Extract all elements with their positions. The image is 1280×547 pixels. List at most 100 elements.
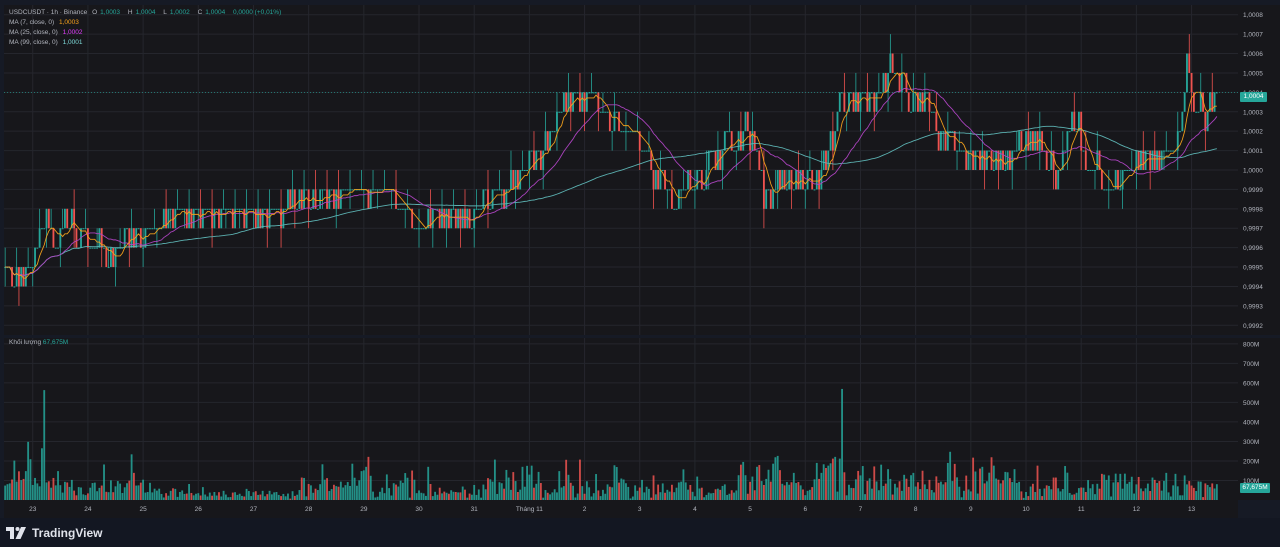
- price-pane[interactable]: [4, 5, 1248, 335]
- price-axis[interactable]: 1,0008 1,0007 1,0006 1,0005 1,0004 1,0003 1,00…: [1238, 5, 1280, 335]
- volume-bar: [287, 493, 289, 500]
- volume-bar: [700, 487, 703, 500]
- volume-bar: [183, 493, 186, 500]
- volume-bar: [799, 485, 802, 500]
- candle-body: [539, 150, 542, 170]
- volume-bar: [806, 490, 809, 500]
- candle-body: [1066, 131, 1069, 151]
- volume-bar: [585, 481, 588, 500]
- volume-bar: [408, 497, 411, 500]
- volume-bar: [820, 472, 823, 500]
- volume-bar: [87, 493, 89, 500]
- volume-bar: [841, 388, 843, 500]
- volume-bar: [896, 487, 899, 500]
- volume-bar: [270, 494, 273, 500]
- volume-bar: [1112, 482, 1115, 500]
- volume-bar: [475, 494, 478, 500]
- volume-bar: [245, 488, 248, 500]
- volume-bar: [218, 492, 220, 500]
- candle-body: [57, 247, 59, 249]
- volume-bar: [310, 485, 312, 500]
- volume-bar: [831, 458, 834, 500]
- volume-pane[interactable]: [4, 338, 1248, 500]
- candle-body: [321, 189, 324, 191]
- candle-body: [1151, 150, 1154, 170]
- candle-body: [774, 189, 777, 191]
- volume-bar: [411, 470, 414, 500]
- candle-body: [510, 170, 512, 190]
- volume-bar: [866, 480, 869, 500]
- candle-body: [643, 150, 646, 152]
- volume-axis[interactable]: 800M 700M 600M 500M 400M 300M 200M 100M: [1238, 338, 1280, 500]
- candle-body: [241, 208, 243, 210]
- candle-body: [772, 189, 775, 209]
- candle-body: [579, 92, 581, 112]
- candle-body: [264, 208, 266, 210]
- volume-bar: [689, 484, 692, 500]
- ohlc-low: L 1,0002: [163, 9, 193, 16]
- volume-tick-label: 800M: [1243, 341, 1259, 348]
- candle-body: [188, 208, 191, 229]
- candle-body: [565, 92, 568, 112]
- candle-body: [11, 267, 13, 287]
- candle-body: [185, 208, 188, 229]
- tradingview-logo[interactable]: TradingView: [6, 526, 102, 540]
- price-tick-label: 0,9994: [1243, 284, 1263, 291]
- candle-body: [351, 189, 354, 191]
- candle-body: [602, 111, 604, 113]
- volume-bar: [898, 481, 901, 500]
- candle-body: [827, 150, 830, 170]
- volume-bar: [666, 489, 669, 500]
- candle-body: [694, 189, 696, 191]
- volume-bar: [211, 495, 214, 500]
- volume-bar: [316, 490, 319, 500]
- volume-bar: [710, 493, 712, 500]
- volume-bar: [376, 496, 379, 500]
- candle-body: [848, 92, 850, 112]
- volume-bar: [946, 462, 949, 500]
- candle-body: [926, 92, 929, 94]
- volume-bar: [18, 471, 20, 500]
- volume-legend[interactable]: Khối lượng 67,675M: [9, 339, 68, 346]
- volume-bar: [496, 493, 499, 500]
- candle-body: [1133, 170, 1135, 171]
- volume-bar: [1061, 489, 1064, 500]
- volume-bar: [629, 498, 632, 500]
- volume-bar: [1123, 473, 1126, 500]
- candle-body: [22, 267, 25, 287]
- volume-bar: [992, 465, 995, 500]
- candle-body: [436, 208, 439, 210]
- volume-bar: [24, 471, 27, 500]
- symbol-title[interactable]: USDCUSDT · 1h · Binance: [9, 9, 88, 16]
- candle-body: [1064, 150, 1067, 152]
- candle-body: [261, 208, 264, 229]
- volume-plot[interactable]: [4, 338, 1248, 500]
- volume-bar: [399, 480, 402, 500]
- volume-bar: [845, 495, 848, 500]
- volume-bar: [66, 482, 69, 500]
- candle-body: [6, 267, 9, 269]
- candle-body: [360, 189, 363, 191]
- volume-bar: [981, 466, 984, 500]
- volume-bar: [1043, 488, 1046, 500]
- indicator-ma99[interactable]: MA (99, close, 0) 1,0001: [9, 38, 284, 48]
- low-value: 1,0002: [169, 9, 190, 16]
- candle-body: [714, 150, 717, 170]
- volume-bar: [712, 492, 715, 500]
- candle-body: [542, 150, 545, 170]
- time-axis[interactable]: 23 24 25 26 27 28 29 30 31 Tháng 11 2 3 4 5 6 7 8 9 10 11 12…: [4, 500, 1251, 518]
- price-plot[interactable]: [4, 5, 1248, 335]
- volume-bar: [1153, 479, 1156, 500]
- volume-bar: [351, 463, 354, 500]
- volume-bar: [165, 493, 168, 500]
- candle-body: [96, 247, 99, 249]
- candle-body: [31, 267, 34, 269]
- volume-bar: [1137, 476, 1140, 500]
- volume-bar: [792, 472, 795, 500]
- candle-body: [735, 150, 738, 152]
- indicator-ma7[interactable]: MA (7, close, 0) 1,0003: [9, 18, 284, 28]
- candle-body: [137, 228, 140, 230]
- candle-body: [868, 92, 871, 112]
- indicator-ma25[interactable]: MA (25, close, 0) 1,0002: [9, 28, 284, 38]
- volume-bar: [208, 492, 211, 500]
